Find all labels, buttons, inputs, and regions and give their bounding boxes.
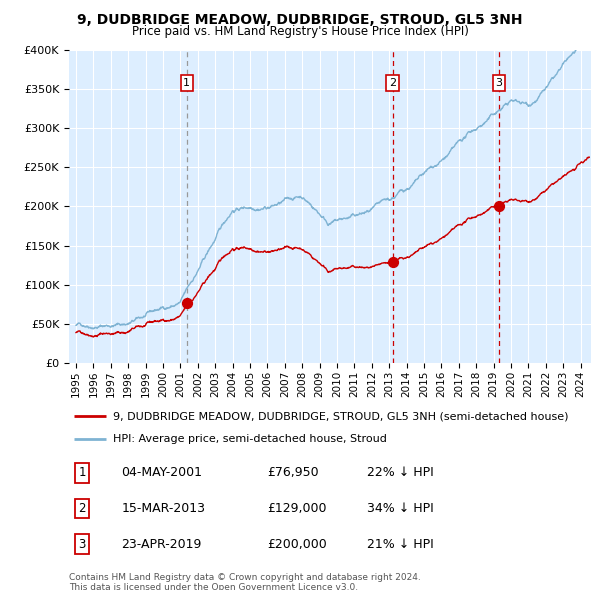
Text: 1: 1 — [183, 78, 190, 88]
Text: £129,000: £129,000 — [268, 502, 327, 515]
Text: Contains HM Land Registry data © Crown copyright and database right 2024.: Contains HM Land Registry data © Crown c… — [69, 573, 421, 582]
Text: 34% ↓ HPI: 34% ↓ HPI — [367, 502, 433, 515]
Text: HPI: Average price, semi-detached house, Stroud: HPI: Average price, semi-detached house,… — [113, 434, 387, 444]
Text: 04-MAY-2001: 04-MAY-2001 — [121, 466, 202, 479]
Text: 23-APR-2019: 23-APR-2019 — [121, 537, 202, 550]
Text: This data is licensed under the Open Government Licence v3.0.: This data is licensed under the Open Gov… — [69, 583, 358, 590]
Text: 15-MAR-2013: 15-MAR-2013 — [121, 502, 205, 515]
Text: 1: 1 — [78, 466, 86, 479]
Text: 3: 3 — [496, 78, 502, 88]
Text: 21% ↓ HPI: 21% ↓ HPI — [367, 537, 433, 550]
Text: 9, DUDBRIDGE MEADOW, DUDBRIDGE, STROUD, GL5 3NH: 9, DUDBRIDGE MEADOW, DUDBRIDGE, STROUD, … — [77, 13, 523, 27]
Point — [388, 257, 398, 267]
Text: 9, DUDBRIDGE MEADOW, DUDBRIDGE, STROUD, GL5 3NH (semi-detached house): 9, DUDBRIDGE MEADOW, DUDBRIDGE, STROUD, … — [113, 411, 569, 421]
Text: £200,000: £200,000 — [268, 537, 327, 550]
Text: 2: 2 — [389, 78, 397, 88]
Point — [494, 202, 503, 211]
Text: 3: 3 — [79, 537, 86, 550]
Point — [182, 298, 191, 307]
Text: 2: 2 — [78, 502, 86, 515]
Text: £76,950: £76,950 — [268, 466, 319, 479]
Text: 22% ↓ HPI: 22% ↓ HPI — [367, 466, 433, 479]
Text: Price paid vs. HM Land Registry's House Price Index (HPI): Price paid vs. HM Land Registry's House … — [131, 25, 469, 38]
